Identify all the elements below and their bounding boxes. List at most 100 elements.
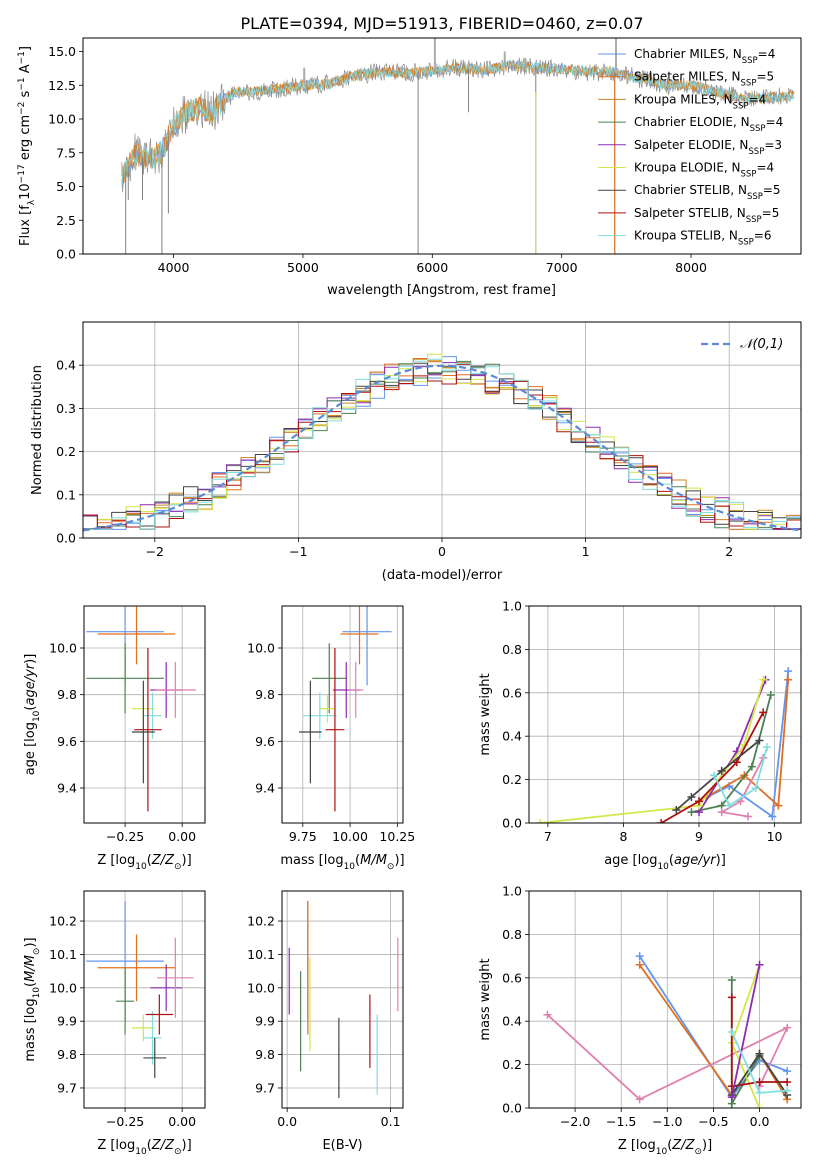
weight-line-salpeter_elodie bbox=[730, 964, 761, 1098]
weight-marker bbox=[687, 808, 696, 817]
weight-line-chabrier_stelib bbox=[675, 739, 760, 811]
weight-marker bbox=[744, 812, 753, 821]
weight-marker bbox=[727, 1028, 736, 1037]
x-tick-label: 8000 bbox=[675, 260, 707, 275]
y-tick-label: 9.9 bbox=[57, 1014, 77, 1029]
x-tick-label: 10.25 bbox=[379, 829, 415, 844]
x-tick-label: 0 bbox=[438, 544, 446, 559]
axes-frame bbox=[82, 321, 802, 539]
x-tick-label: 10 bbox=[767, 829, 783, 844]
y-tick-label: 0.3 bbox=[56, 401, 76, 416]
plot-area bbox=[83, 353, 801, 532]
weight-marker bbox=[635, 960, 644, 969]
y-axis-label: mass weight bbox=[478, 958, 493, 1040]
weight-marker bbox=[783, 1023, 792, 1032]
weight-marker bbox=[784, 667, 793, 676]
x-tick-label: −1.5 bbox=[606, 1114, 636, 1129]
y-tick-label: 10.0 bbox=[49, 980, 77, 995]
y-axis-label: Normed distribution bbox=[30, 365, 45, 495]
y-tick-label: 0.0 bbox=[56, 247, 76, 262]
weight-marker bbox=[635, 1095, 644, 1104]
figure-title: PLATE=0394, MJD=51913, FIBERID=0460, z=0… bbox=[240, 14, 643, 33]
weight-marker bbox=[783, 1067, 792, 1076]
x-tick-label: −0.25 bbox=[106, 829, 144, 844]
x-tick-label: 6000 bbox=[416, 260, 448, 275]
axes-frame bbox=[82, 37, 802, 255]
plot-area bbox=[299, 606, 392, 812]
weight-line-extra_pink bbox=[719, 757, 764, 818]
y-tick-label: 1.0 bbox=[502, 884, 522, 899]
plot-area bbox=[86, 606, 196, 812]
x-tick-label: 7 bbox=[544, 829, 552, 844]
x-tick-label: −1.0 bbox=[652, 1114, 682, 1129]
weight-line-kroupa_elodie bbox=[540, 679, 765, 823]
weight-marker bbox=[543, 1010, 552, 1019]
y-tick-label: 9.8 bbox=[57, 687, 77, 702]
weight-marker bbox=[768, 812, 777, 821]
weight-marker bbox=[727, 993, 736, 1002]
weight-marker bbox=[695, 797, 703, 806]
weight-marker bbox=[727, 1093, 736, 1102]
plot-area bbox=[288, 901, 399, 1098]
x-tick-label: 0.0 bbox=[750, 1114, 770, 1129]
legend-label: Chabrier ELODIE, NSSP=4 bbox=[634, 115, 783, 134]
y-tick-label: 10.0 bbox=[48, 112, 76, 127]
weight-marker bbox=[717, 808, 726, 817]
x-tick-label: 5000 bbox=[287, 260, 319, 275]
y-tick-label: 0.0 bbox=[502, 816, 522, 831]
y-tick-label: 0.0 bbox=[502, 1101, 522, 1116]
x-tick-label: 4000 bbox=[158, 260, 190, 275]
y-tick-label: 9.9 bbox=[255, 1014, 275, 1029]
weight-marker bbox=[774, 801, 783, 810]
plot-area bbox=[121, 38, 795, 254]
y-tick-label: 10.2 bbox=[49, 914, 77, 929]
x-axis-label: wavelength [Angstrom, rest frame] bbox=[327, 283, 556, 298]
y-tick-label: 9.4 bbox=[57, 781, 77, 796]
x-tick-label: −2.0 bbox=[560, 1114, 590, 1129]
y-tick-label: 10.0 bbox=[247, 641, 275, 656]
panel-ebv-mass: 0.0 0.1 9.7 9.8 9.9 10.0 10.1 10.2 E(B-V) bbox=[247, 890, 404, 1153]
panel-residuals: −2 −1 0 1 2 0.0 0.1 0.2 0.3 0.4 𝒩(0,1) (data-model)… bbox=[30, 321, 802, 583]
panel-z-age: −0.25 0.00 9.4 9.6 9.8 10.0 Z [log10(Z/Z⊙)] age… bbox=[23, 605, 206, 872]
y-tick-label: 9.7 bbox=[255, 1080, 275, 1095]
weight-marker bbox=[755, 1104, 764, 1108]
legend-label: Chabrier STELIB, NSSP=5 bbox=[634, 183, 781, 202]
axes-frame bbox=[528, 890, 802, 1109]
legend-label: Kroupa MILES, NSSP=4 bbox=[634, 92, 766, 111]
y-tick-label: 0.2 bbox=[56, 444, 76, 459]
legend-label: Kroupa ELODIE, NSSP=4 bbox=[634, 161, 774, 180]
histogram-kroupa_stelib bbox=[83, 358, 801, 530]
x-axis-label: Z [log10(Z/Z⊙)] bbox=[97, 853, 191, 872]
legend-label: Salpeter MILES, NSSP=5 bbox=[634, 70, 774, 89]
y-tick-label: 9.7 bbox=[57, 1080, 77, 1095]
weight-marker bbox=[766, 690, 775, 699]
y-tick-label: 9.6 bbox=[255, 734, 275, 749]
panel-spectrum: 4000 5000 6000 7000 8000 0.0 2.5 5.0 7.5 10.0 12.5… bbox=[17, 37, 802, 298]
weight-marker bbox=[657, 819, 666, 823]
y-axis-label: mass [log10(M/M⊙)] bbox=[23, 937, 42, 1061]
weight-marker bbox=[717, 766, 726, 775]
panel-age-weight: 7 8 9 10 0.0 0.2 0.4 0.6 0.8 1.0 age [log10(age/yr… bbox=[478, 599, 802, 872]
panel-mass-age: 9.75 10.00 10.25 9.4 9.6 9.8 10.0 mass [log10(M… bbox=[247, 605, 415, 872]
weight-marker bbox=[725, 801, 734, 810]
plot-area bbox=[536, 667, 793, 823]
legend-label: Kroupa STELIB, NSSP=6 bbox=[634, 229, 772, 248]
weight-marker bbox=[755, 1077, 764, 1086]
y-tick-label: 0.6 bbox=[502, 970, 522, 985]
y-axis-label: age [log10(age/yr)] bbox=[23, 654, 42, 776]
y-tick-label: 9.8 bbox=[255, 687, 275, 702]
axes-frame bbox=[281, 605, 404, 824]
y-tick-label: 1.0 bbox=[502, 599, 522, 614]
y-tick-label: 0.8 bbox=[502, 927, 522, 942]
x-tick-label: 0.00 bbox=[168, 829, 196, 844]
y-tick-label: 0.4 bbox=[502, 729, 522, 744]
y-tick-label: 9.6 bbox=[57, 734, 77, 749]
legend-label: 𝒩(0,1) bbox=[740, 337, 783, 352]
legend: Chabrier MILES, NSSP=4 Salpeter MILES, NS… bbox=[598, 47, 783, 248]
axes-frame bbox=[83, 890, 206, 1109]
weight-marker bbox=[747, 762, 756, 771]
weight-marker bbox=[763, 743, 771, 752]
y-tick-label: 12.5 bbox=[48, 78, 76, 93]
y-tick-label: 5.0 bbox=[56, 179, 76, 194]
